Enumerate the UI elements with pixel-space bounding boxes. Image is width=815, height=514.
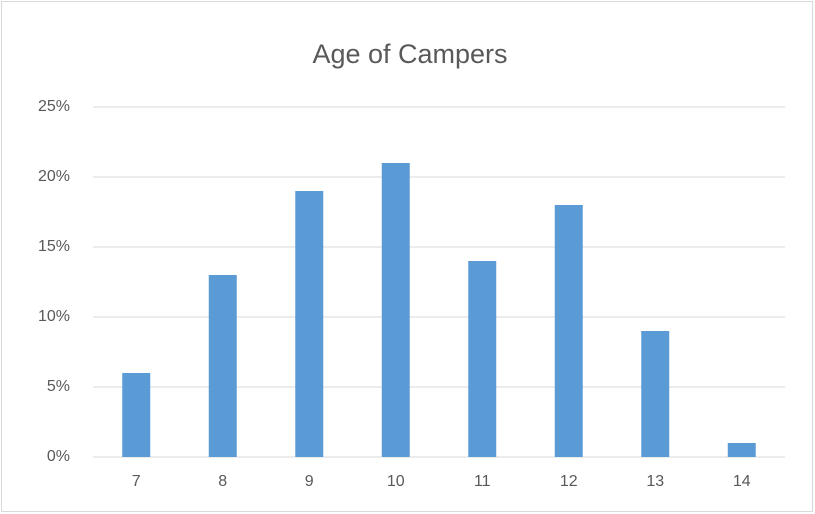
x-tick-label: 9 <box>305 473 314 490</box>
bar <box>641 331 670 457</box>
y-tick-label: 20% <box>38 168 70 185</box>
chart-title: Age of Campers <box>312 39 507 69</box>
x-tick-label: 7 <box>132 473 141 490</box>
bar <box>208 275 237 457</box>
bar <box>295 191 324 457</box>
x-tick-label: 8 <box>218 473 227 490</box>
y-tick-label: 10% <box>38 308 70 325</box>
bar <box>554 205 583 457</box>
bar <box>727 443 756 457</box>
y-tick-label: 5% <box>47 378 70 395</box>
y-tick-label: 25% <box>38 98 70 115</box>
y-tick-label: 15% <box>38 238 70 255</box>
y-tick-label: 0% <box>47 448 70 465</box>
x-tick-label: 12 <box>560 473 578 490</box>
bar <box>381 163 410 457</box>
bar <box>468 261 497 457</box>
x-tick-label: 10 <box>387 473 405 490</box>
x-tick-label: 13 <box>646 473 664 490</box>
x-tick-label: 14 <box>733 473 751 490</box>
x-tick-label: 11 <box>474 473 491 490</box>
bar <box>122 373 151 457</box>
